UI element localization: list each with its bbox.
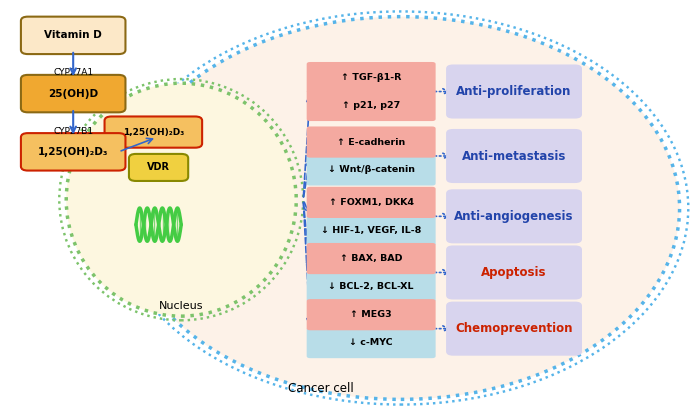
FancyBboxPatch shape: [446, 64, 582, 119]
Text: Anti-metastasis: Anti-metastasis: [462, 149, 566, 163]
FancyBboxPatch shape: [21, 133, 125, 171]
FancyBboxPatch shape: [307, 154, 436, 186]
FancyBboxPatch shape: [446, 302, 582, 356]
Text: ↓ Wnt/β-catenin: ↓ Wnt/β-catenin: [328, 166, 415, 174]
FancyBboxPatch shape: [446, 129, 582, 183]
Text: ↑ FOXM1, DKK4: ↑ FOXM1, DKK4: [329, 198, 413, 207]
Text: 1,25(OH)₂D₃: 1,25(OH)₂D₃: [123, 128, 184, 136]
Text: ↑ E-cadherin: ↑ E-cadherin: [337, 138, 405, 146]
FancyBboxPatch shape: [129, 154, 188, 181]
Text: 25(OH)D: 25(OH)D: [48, 89, 98, 99]
Text: ↓ HIF-1, VEGF, IL-8: ↓ HIF-1, VEGF, IL-8: [321, 226, 422, 235]
FancyBboxPatch shape: [21, 75, 125, 112]
FancyBboxPatch shape: [307, 126, 436, 158]
FancyBboxPatch shape: [307, 327, 436, 358]
Text: 1,25(OH)₂D₃: 1,25(OH)₂D₃: [38, 147, 109, 157]
Text: ↑ p21, p27: ↑ p21, p27: [342, 101, 400, 110]
Text: CYP27B1: CYP27B1: [53, 126, 93, 136]
Text: ↑ MEG3: ↑ MEG3: [351, 310, 392, 319]
Text: Vitamin D: Vitamin D: [45, 30, 102, 40]
Text: ↓ c-MYC: ↓ c-MYC: [349, 338, 393, 347]
FancyBboxPatch shape: [21, 17, 125, 54]
FancyBboxPatch shape: [307, 299, 436, 330]
FancyBboxPatch shape: [446, 245, 582, 300]
Text: Anti-proliferation: Anti-proliferation: [457, 85, 572, 98]
FancyBboxPatch shape: [307, 90, 436, 121]
Text: Chemoprevention: Chemoprevention: [455, 322, 573, 335]
Ellipse shape: [122, 17, 680, 399]
Text: VDR: VDR: [147, 162, 170, 173]
FancyBboxPatch shape: [307, 62, 436, 93]
FancyBboxPatch shape: [105, 116, 202, 148]
FancyBboxPatch shape: [307, 187, 436, 218]
Ellipse shape: [66, 83, 296, 316]
Text: Nucleus: Nucleus: [159, 301, 204, 311]
Text: ↑ TGF-β1-R: ↑ TGF-β1-R: [341, 73, 401, 82]
Text: CYP27A1: CYP27A1: [53, 68, 93, 77]
Text: Anti-angiogenesis: Anti-angiogenesis: [454, 210, 574, 223]
FancyBboxPatch shape: [446, 189, 582, 243]
Text: Cancer cell: Cancer cell: [288, 382, 353, 396]
FancyBboxPatch shape: [307, 271, 436, 302]
Text: ↓ BCL-2, BCL-XL: ↓ BCL-2, BCL-XL: [328, 282, 414, 291]
Text: ↑ BAX, BAD: ↑ BAX, BAD: [340, 254, 402, 263]
FancyBboxPatch shape: [307, 243, 436, 274]
Text: Apoptosis: Apoptosis: [482, 266, 546, 279]
FancyBboxPatch shape: [307, 215, 436, 246]
